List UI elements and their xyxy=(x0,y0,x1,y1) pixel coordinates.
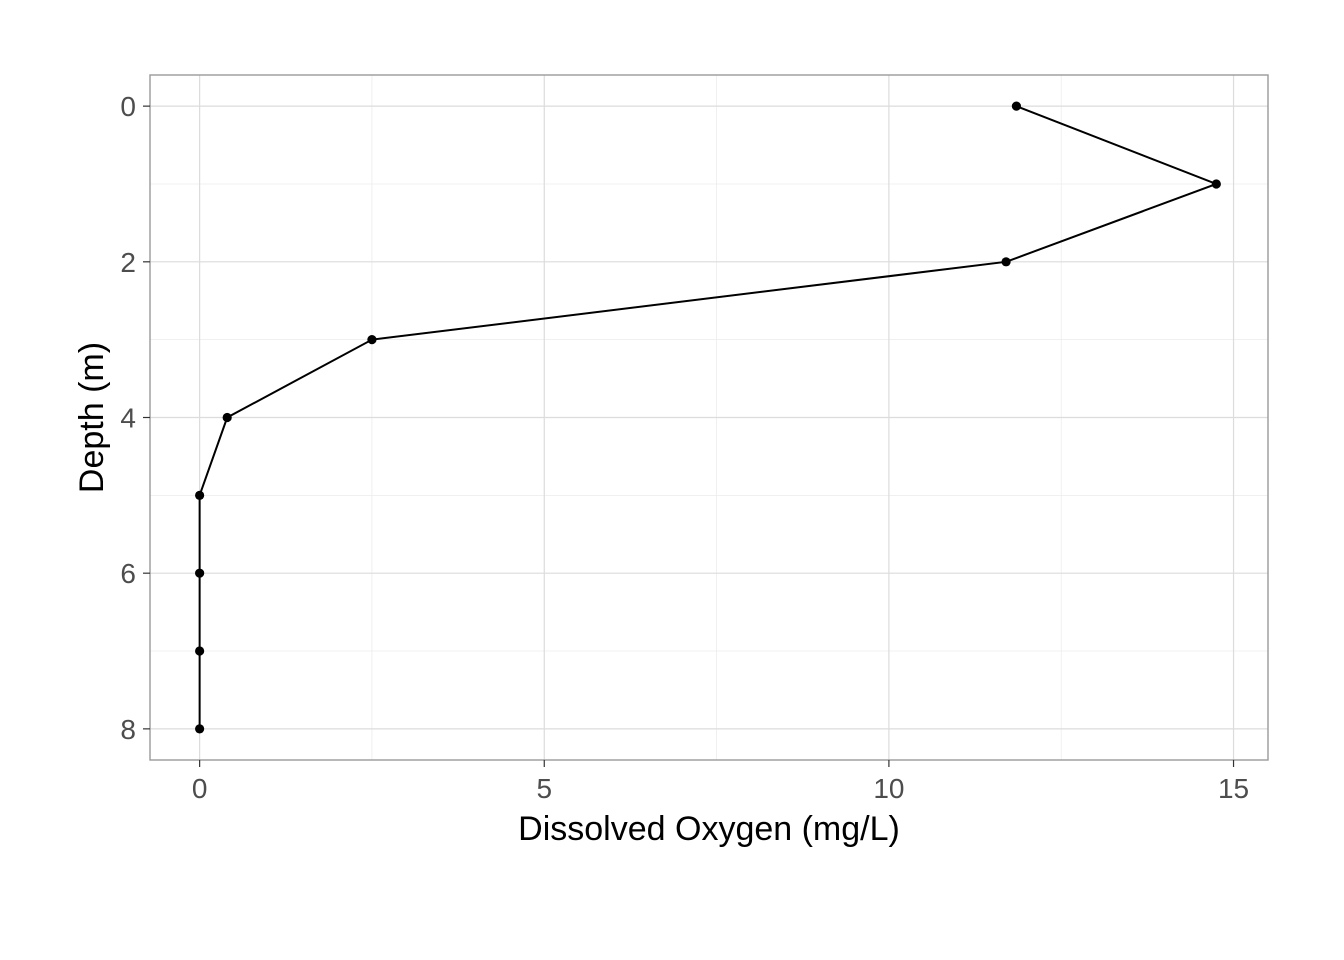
x-tick-label: 15 xyxy=(1218,773,1249,804)
y-tick-label: 8 xyxy=(120,714,136,745)
y-tick-label: 2 xyxy=(120,247,136,278)
data-point xyxy=(367,335,377,345)
data-point xyxy=(1001,257,1011,267)
x-tick-label: 10 xyxy=(873,773,904,804)
data-point xyxy=(1011,101,1022,111)
data-point xyxy=(222,412,232,423)
data-point xyxy=(195,646,205,656)
data-point xyxy=(1211,179,1221,189)
data-series xyxy=(195,101,1221,734)
axes: 0 5 10 15 0 2 4 6 8 xyxy=(120,91,1249,804)
y-tick-label: 0 xyxy=(120,91,136,122)
y-tick-label: 4 xyxy=(120,403,136,434)
y-tick-label: 6 xyxy=(120,558,136,589)
y-axis-title: Depth (m) xyxy=(73,342,111,493)
data-point xyxy=(195,724,205,734)
data-point xyxy=(195,568,205,578)
x-axis-title: Dissolved Oxygen (mg/L) xyxy=(518,810,900,848)
x-tick-label: 5 xyxy=(536,773,552,804)
x-tick-label: 0 xyxy=(192,773,208,804)
data-point xyxy=(195,490,205,500)
grid xyxy=(150,75,1268,760)
